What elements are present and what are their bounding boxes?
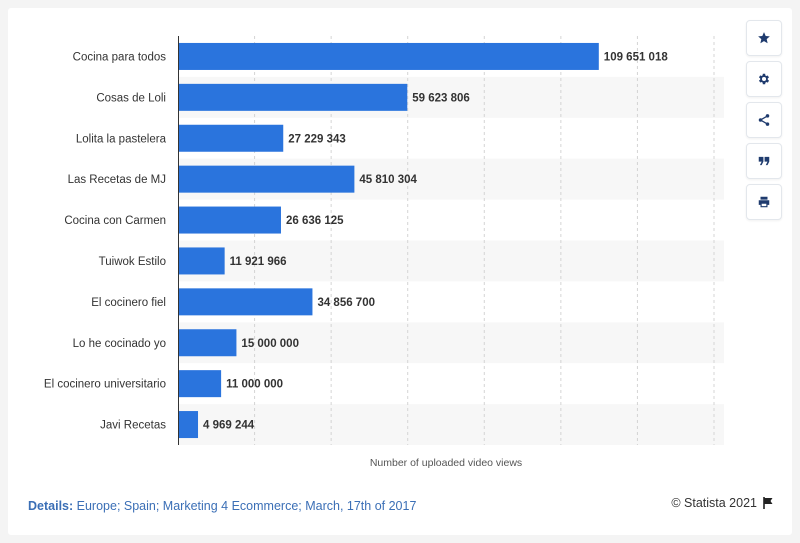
bar: [179, 83, 408, 111]
settings-button[interactable]: [746, 61, 782, 97]
category-label: Lolita la pastelera: [76, 133, 167, 145]
category-label: Las Recetas de MJ: [68, 174, 166, 186]
category-label: Cocina con Carmen: [64, 215, 166, 227]
value-label: 45 810 304: [359, 174, 417, 186]
bar: [179, 206, 281, 234]
category-label: Cocina para todos: [73, 51, 167, 63]
category-label: El cocinero fiel: [91, 297, 166, 309]
copyright-text: © Statista 2021: [671, 496, 757, 510]
value-label: 11 000 000: [226, 379, 283, 391]
bar: [179, 247, 225, 275]
toolbar: [746, 20, 782, 220]
bar: [179, 288, 313, 316]
value-label: 26 636 125: [286, 215, 344, 227]
bar: [179, 370, 222, 398]
cite-button[interactable]: [746, 143, 782, 179]
favorite-button[interactable]: [746, 20, 782, 56]
bar: [179, 124, 284, 152]
row-band: [178, 322, 724, 364]
category-label: Tuiwok Estilo: [99, 256, 166, 268]
print-icon: [758, 196, 770, 208]
share-icon: [758, 114, 770, 126]
details-label: Details:: [28, 499, 74, 513]
footer-details: Details: Europe; Spain; Marketing 4 Ecom…: [28, 499, 416, 513]
row-band: [178, 240, 724, 282]
print-button[interactable]: [746, 184, 782, 220]
bar: [179, 42, 599, 70]
category-label: Lo he cocinado yo: [73, 338, 166, 350]
category-label: Javi Recetas: [100, 420, 166, 432]
category-label: El cocinero universitario: [44, 379, 166, 391]
value-label: 15 000 000: [241, 338, 299, 350]
value-label: 27 229 343: [288, 133, 346, 145]
bar: [179, 165, 355, 193]
bar: [179, 411, 199, 439]
value-label: 11 921 966: [230, 256, 287, 268]
gear-icon: [758, 73, 770, 85]
quote-icon: [758, 156, 770, 166]
copyright[interactable]: © Statista 2021: [671, 496, 774, 510]
value-label: 34 856 700: [317, 297, 375, 309]
value-label: 4 969 244: [203, 420, 255, 432]
details-text: Europe; Spain; Marketing 4 Ecommerce; Ma…: [76, 499, 417, 513]
bar: [179, 329, 237, 357]
value-label: 109 651 018: [604, 51, 669, 63]
star-icon: [758, 32, 770, 44]
value-label: 59 623 806: [412, 92, 470, 104]
share-button[interactable]: [746, 102, 782, 138]
category-label: Cosas de Loli: [96, 92, 166, 104]
flag-icon: [763, 497, 773, 509]
row-band: [178, 404, 724, 445]
x-axis-label: Number of uploaded video views: [370, 457, 522, 469]
